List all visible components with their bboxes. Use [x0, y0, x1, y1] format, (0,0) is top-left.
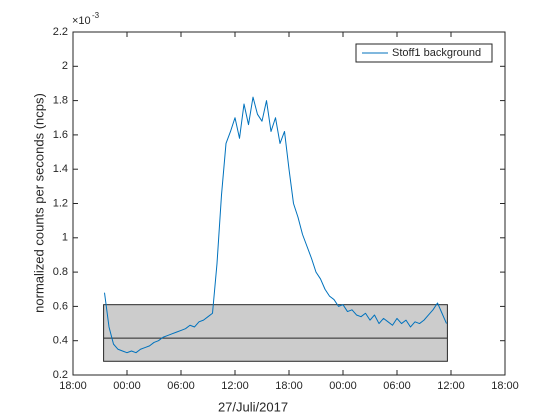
x-tick-label: 06:00 [383, 380, 411, 392]
y-tick-label: 0.2 [53, 369, 68, 381]
x-tick-label: 12:00 [437, 380, 465, 392]
y-tick-label: 0.6 [53, 300, 68, 312]
y-tick-label: 0.8 [53, 266, 68, 278]
y-tick-label: 1.4 [53, 163, 68, 175]
x-tick-label: 18:00 [275, 380, 303, 392]
x-tick-label: 18:00 [59, 380, 87, 392]
y-multiplier-exponent: -3 [92, 11, 100, 20]
x-tick-label: 18:00 [491, 380, 519, 392]
x-axis-label: 27/Juli/2017 [218, 399, 288, 414]
band [103, 304, 448, 362]
legend-label: Stoff1 background [392, 47, 481, 59]
y-tick-label: 0.4 [53, 335, 68, 347]
y-tick-label: 2 [62, 60, 68, 72]
x-tick-label: 06:00 [167, 380, 195, 392]
y-multiplier: ×10 [72, 15, 91, 27]
data-line [104, 96, 447, 354]
x-tick-label: 12:00 [221, 380, 249, 392]
x-tick-label: 00:00 [329, 380, 357, 392]
x-tick-label: 00:00 [113, 380, 141, 392]
y-tick-label: 1.6 [53, 129, 68, 141]
y-tick-label: 2.2 [53, 26, 68, 38]
legend-box [355, 43, 493, 63]
y-tick-label: 1.8 [53, 95, 68, 107]
y-axis-label: normalized counts per seconds (ncps) [31, 93, 46, 313]
y-tick-label: 1.2 [53, 197, 68, 209]
y-tick-label: 1 [62, 232, 68, 244]
